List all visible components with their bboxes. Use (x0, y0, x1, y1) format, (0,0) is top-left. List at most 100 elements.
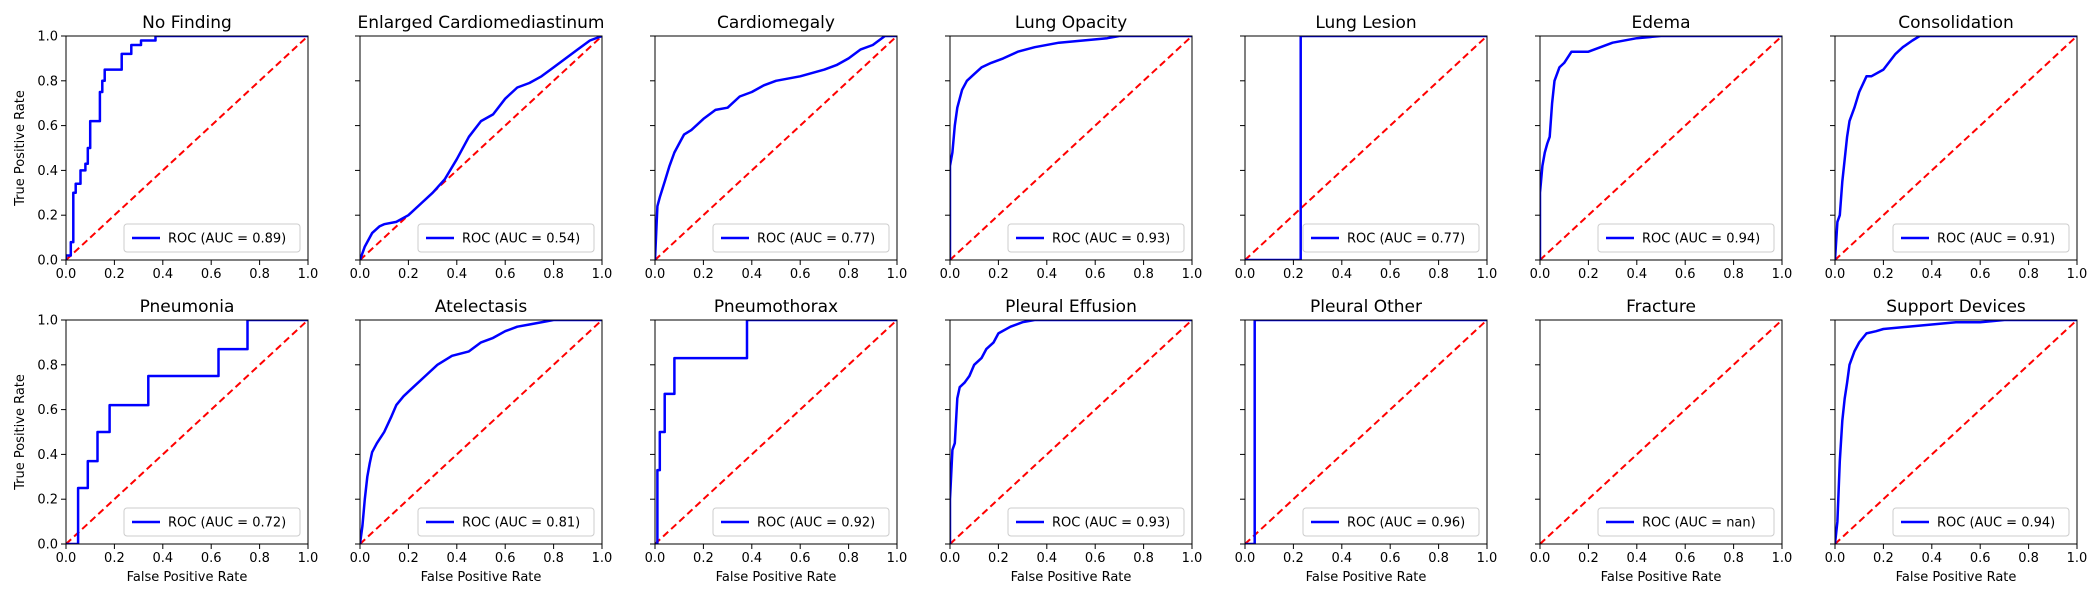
subplot-title: Pleural Effusion (1005, 297, 1137, 317)
legend-box (1302, 223, 1480, 253)
x-tick-label: 0.4 (1036, 267, 1057, 282)
legend-box (1007, 507, 1185, 537)
legend: ROC (AUC = 0.94) (1597, 223, 1775, 253)
roc-curve-line (655, 36, 897, 260)
x-tick-label: 0.8 (543, 267, 564, 282)
x-tick-label: 0.8 (249, 551, 270, 566)
legend-label: ROC (AUC = 0.77) (1347, 232, 1465, 247)
legend-box (417, 223, 595, 253)
subplot-title: Cardiomegaly (717, 13, 835, 33)
x-tick-label: 0.2 (1283, 267, 1304, 282)
x-tick-label: 0.2 (693, 267, 714, 282)
y-axis-label: True Positive Rate (13, 374, 28, 491)
x-tick-label: 0.8 (2018, 551, 2039, 566)
x-tick-label: 0.4 (152, 551, 173, 566)
legend-label: ROC (AUC = 0.96) (1347, 516, 1465, 531)
x-tick-label: 0.0 (56, 551, 77, 566)
legend-label: ROC (AUC = nan) (1642, 516, 1756, 531)
y-tick-label: 0.2 (37, 493, 58, 508)
legend: ROC (AUC = nan) (1597, 507, 1775, 537)
x-tick-label: 0.8 (838, 267, 859, 282)
subplot-title: Fracture (1626, 297, 1696, 317)
x-axis-label: False Positive Rate (1306, 570, 1427, 585)
subplot: Atelectasis 0.0 0.2 0.4 0.6 0.8 1.0 False Posit… (350, 297, 613, 585)
plot-frame (654, 319, 898, 545)
y-tick-label: 0.0 (37, 254, 58, 269)
x-tick-label: 0.4 (446, 551, 467, 566)
y-tick-label: 0.8 (37, 358, 58, 373)
plot-frame (949, 35, 1193, 261)
y-tick-label: 0.6 (37, 403, 58, 418)
subplot: Support Devices 0.0 0.2 0.4 0.6 0.8 1.0 False P… (1825, 297, 2088, 585)
plot-frame (1244, 319, 1488, 545)
legend-label: ROC (AUC = 0.94) (1937, 516, 2055, 531)
x-tick-label: 0.8 (1428, 551, 1449, 566)
x-tick-label: 0.6 (1380, 267, 1401, 282)
x-tick-label: 0.6 (1970, 267, 1991, 282)
subplot-title: Pleural Other (1310, 297, 1422, 317)
legend-box (1597, 223, 1775, 253)
legend-box (1892, 507, 2070, 537)
legend: ROC (AUC = 0.77) (712, 223, 890, 253)
legend: ROC (AUC = 0.96) (1302, 507, 1480, 537)
y-tick-label: 0.4 (37, 448, 58, 463)
x-tick-label: 0.6 (1675, 267, 1696, 282)
x-tick-label: 0.0 (645, 551, 666, 566)
legend-box (417, 507, 595, 537)
plot-frame (949, 319, 1193, 545)
x-tick-label: 0.4 (1626, 267, 1647, 282)
legend-label: ROC (AUC = 0.93) (1052, 232, 1170, 247)
legend-box (1597, 507, 1775, 537)
legend-label: ROC (AUC = 0.94) (1642, 232, 1760, 247)
x-tick-label: 0.4 (152, 267, 173, 282)
x-tick-label: 0.2 (988, 551, 1009, 566)
plot-frame (1834, 35, 2078, 261)
x-tick-label: 1.0 (887, 551, 908, 566)
x-tick-label: 0.2 (1578, 551, 1599, 566)
legend-box (1007, 223, 1185, 253)
plot-frame (65, 319, 309, 545)
legend: ROC (AUC = 0.54) (417, 223, 595, 253)
x-tick-label: 0.6 (495, 551, 516, 566)
x-tick-label: 0.8 (249, 267, 270, 282)
x-tick-label: 0.0 (1235, 551, 1256, 566)
subplot: Pneumonia 0.0 0.2 0.4 0.6 0.8 1.0 0.0 0.2 0.4 0.6 0… (13, 297, 318, 585)
x-tick-label: 0.8 (1723, 267, 1744, 282)
x-tick-label: 0.2 (398, 267, 419, 282)
subplot-title: Pneumothorax (714, 297, 838, 317)
x-tick-label: 0.4 (1036, 551, 1057, 566)
roc-curve-line (655, 320, 897, 544)
roc-curve-line (950, 320, 1192, 544)
subplot: Edema 0.0 0.2 0.4 0.6 0.8 1.0 ROC (AUC = 0.94) (1530, 13, 1793, 282)
subplot: Pleural Other 0.0 0.2 0.4 0.6 0.8 1.0 False Pos… (1235, 297, 1498, 585)
plot-frame (1244, 35, 1488, 261)
roc-curve-line (360, 36, 602, 260)
x-axis-label: False Positive Rate (421, 570, 542, 585)
x-tick-label: 0.8 (543, 551, 564, 566)
roc-curve-line (1245, 36, 1487, 260)
x-tick-label: 1.0 (1477, 551, 1498, 566)
x-tick-label: 0.4 (1331, 267, 1352, 282)
x-tick-label: 1.0 (2067, 267, 2088, 282)
x-tick-label: 0.0 (1825, 267, 1846, 282)
x-tick-label: 0.4 (1921, 267, 1942, 282)
x-tick-label: 1.0 (887, 267, 908, 282)
legend: ROC (AUC = 0.94) (1892, 507, 2070, 537)
subplot: Pleural Effusion 0.0 0.2 0.4 0.6 0.8 1.0 False … (940, 297, 1203, 585)
legend-box (1892, 223, 2070, 253)
legend-label: ROC (AUC = 0.92) (757, 516, 875, 531)
plot-frame (1539, 35, 1783, 261)
x-tick-label: 0.0 (645, 267, 666, 282)
x-axis-label: False Positive Rate (127, 570, 248, 585)
x-tick-label: 0.6 (1085, 551, 1106, 566)
x-tick-label: 0.2 (398, 551, 419, 566)
x-tick-label: 0.4 (1626, 551, 1647, 566)
legend-label: ROC (AUC = 0.81) (462, 516, 580, 531)
legend-label: ROC (AUC = 0.77) (757, 232, 875, 247)
subplot-title: Consolidation (1898, 13, 2014, 33)
x-tick-label: 0.0 (1530, 267, 1551, 282)
x-tick-label: 0.6 (1085, 267, 1106, 282)
x-tick-label: 1.0 (592, 267, 613, 282)
y-tick-label: 0.8 (37, 74, 58, 89)
